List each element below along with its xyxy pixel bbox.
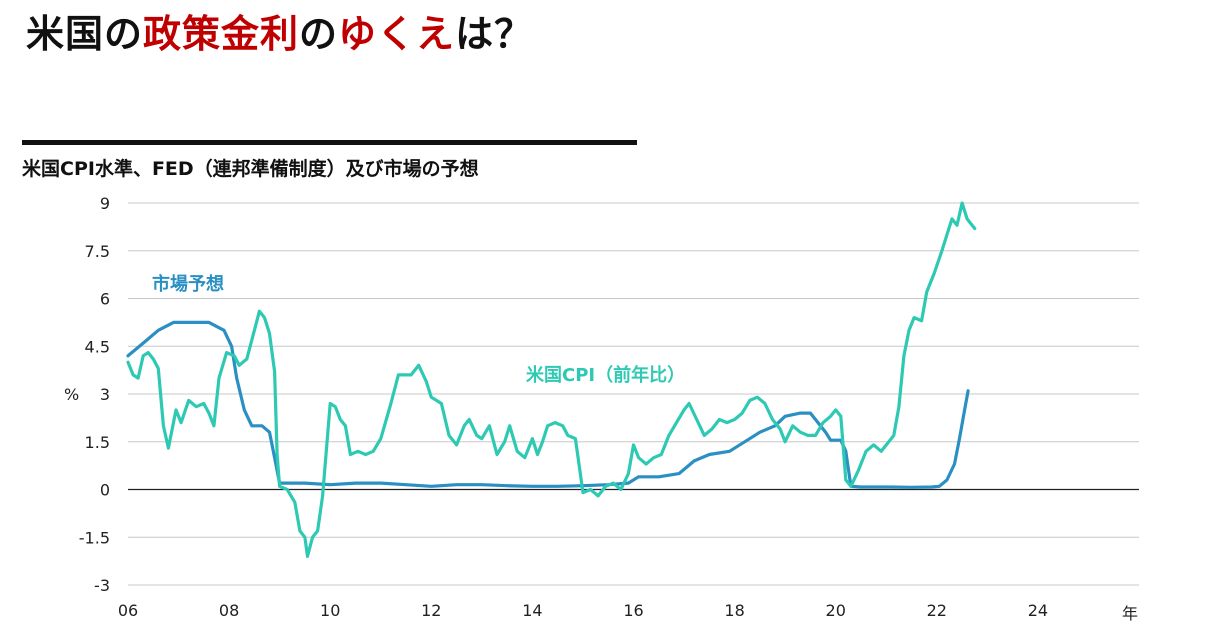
x-tick-label: 06 — [118, 601, 138, 620]
y-tick-label: 9 — [100, 194, 110, 213]
x-tick-label: 16 — [623, 601, 643, 620]
annotation-market-forecast: 市場予想 — [152, 273, 224, 295]
headline-part-5: は？ — [455, 12, 534, 56]
x-axis-label: 年 — [1122, 604, 1138, 623]
y-tick-label: -3 — [94, 576, 110, 595]
y-tick-label: 3 — [100, 385, 110, 404]
x-tick-label: 14 — [522, 601, 542, 620]
market-forecast-line — [126, 320, 970, 489]
y-tick-label: 0 — [100, 481, 110, 500]
y-axis-ticks: -3 -1.5 0 1.5 3 4.5 6 7.5 9 — [79, 194, 110, 595]
headline-part-1: 米国の — [26, 12, 144, 56]
x-tick-label: 24 — [1028, 601, 1048, 620]
y-tick-label: 7.5 — [85, 242, 110, 261]
y-tick-label: 6 — [100, 290, 110, 309]
y-axis-label: % — [64, 385, 79, 404]
headline-part-2: 政策金利 — [143, 12, 300, 56]
x-tick-label: 12 — [421, 601, 441, 620]
us-cpi-line — [126, 201, 977, 558]
page-headline: 米国の政策金利のゆくえは？ — [26, 12, 534, 56]
chart-title: 米国CPI水準、FED（連邦準備制度）及び市場の予想 — [22, 158, 479, 180]
y-tick-label: 4.5 — [85, 337, 110, 356]
x-tick-label: 20 — [826, 601, 846, 620]
title-rule — [22, 140, 637, 145]
x-axis-ticks: 06 08 10 12 14 16 18 20 22 24 — [118, 601, 1048, 620]
y-tick-label: -1.5 — [79, 528, 110, 547]
headline-part-4: ゆくえ — [338, 12, 456, 56]
x-tick-label: 08 — [219, 601, 239, 620]
grid-layer — [128, 202, 1139, 586]
x-tick-label: 18 — [724, 601, 744, 620]
annotation-us-cpi: 米国CPI（前年比） — [526, 364, 685, 386]
x-tick-label: 10 — [320, 601, 340, 620]
headline-part-3: の — [299, 12, 339, 56]
x-tick-label: 22 — [927, 601, 947, 620]
series-layer — [126, 201, 977, 558]
y-tick-label: 1.5 — [85, 433, 110, 452]
